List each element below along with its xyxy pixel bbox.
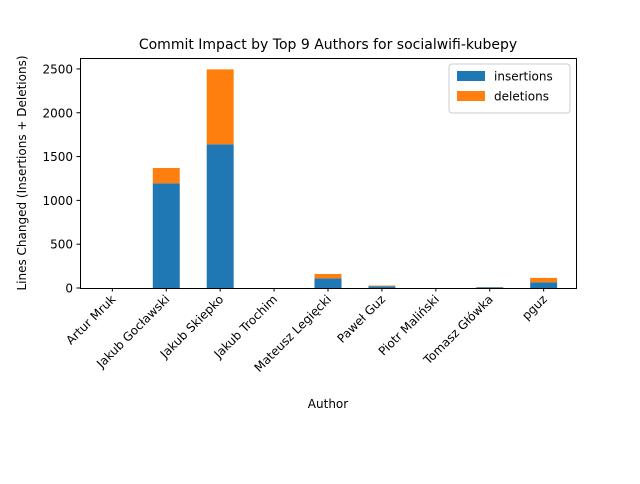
legend-label-deletions: deletions [494, 90, 549, 104]
chart-title: Commit Impact by Top 9 Authors for socia… [139, 37, 517, 53]
y-tick-label-0: 0 [65, 282, 73, 296]
y-tick-label-1: 500 [50, 238, 73, 252]
y-tick-label-4: 2000 [42, 106, 73, 120]
bar-insertions-4 [315, 278, 342, 288]
y-tick-label-3: 1500 [42, 150, 73, 164]
legend-swatch-deletions [457, 91, 485, 101]
y-tick-label-5: 2500 [42, 62, 73, 76]
bar-deletions-2 [207, 69, 234, 144]
y-axis-label: Lines Changed (Insertions + Deletions) [15, 55, 29, 290]
bar-deletions-4 [315, 274, 342, 278]
bar-deletions-1 [153, 168, 180, 183]
bar-insertions-7 [476, 287, 503, 288]
bar-deletions-8 [530, 278, 557, 282]
legend-label-insertions: insertions [494, 70, 553, 84]
bar-insertions-5 [368, 286, 395, 288]
legend-swatch-insertions [457, 71, 485, 81]
bar-insertions-8 [530, 282, 557, 288]
legend: insertions deletions [449, 64, 570, 113]
bar-insertions-2 [207, 144, 234, 288]
x-axis-label: Author [308, 397, 348, 411]
bar-deletions-5 [368, 286, 395, 287]
y-tick-label-2: 1000 [42, 194, 73, 208]
bar-insertions-1 [153, 183, 180, 288]
